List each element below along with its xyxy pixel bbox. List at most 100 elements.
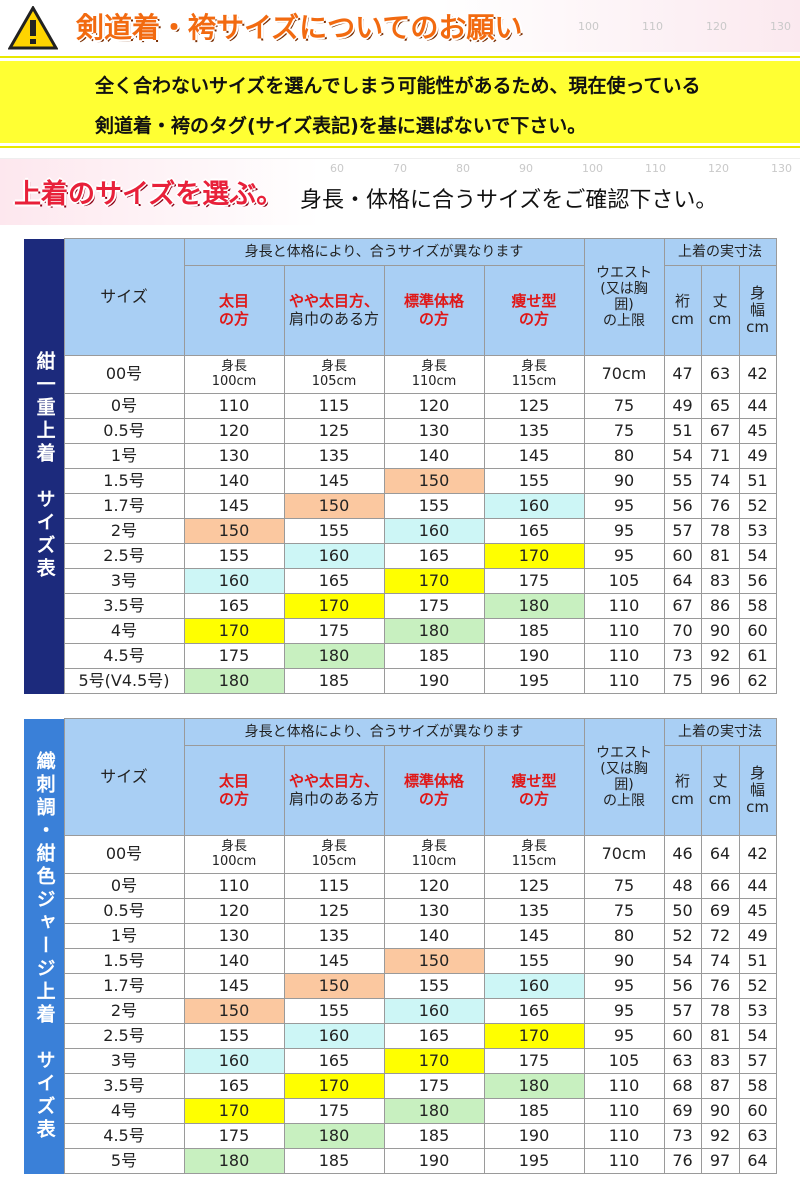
measure-header: 丈 cm — [700, 265, 740, 356]
height-cell: 身長 115cm — [483, 355, 585, 394]
height-cell: 170 — [383, 568, 485, 594]
waist-cell: 95 — [583, 493, 665, 519]
header-line: 丈 — [712, 292, 728, 311]
notice-band — [0, 58, 800, 146]
size-row: 1.7号 145 150 155 160 95 56 76 52 — [24, 493, 777, 519]
measure-cell: 44 — [738, 873, 777, 899]
size-row: 2.5号 155 160 165 170 95 60 81 54 — [24, 1023, 777, 1049]
waist-cell: 75 — [583, 898, 665, 924]
height-cell: 140 — [383, 443, 485, 469]
measure-cell: 75 — [663, 668, 702, 694]
measure-cell: 92 — [700, 1123, 740, 1149]
height-cell: 175 — [483, 1048, 585, 1074]
size-row: 4.5号 175 180 185 190 110 73 92 61 — [24, 643, 777, 669]
height-cell: 155 — [283, 518, 385, 544]
height-cell: 170 — [283, 593, 385, 619]
header-line: cm — [746, 318, 769, 337]
header-line: 裄 — [674, 292, 690, 311]
header-row: 太目 の方 やや太目方、 肩巾のある方 標準体格 の方 痩せ型 の方裄 cm 丈 cm 身幅 cm — [24, 745, 777, 836]
side-label: 紺一重上着 サイズ表 — [33, 351, 56, 581]
size-row: 2号 150 155 160 165 95 57 78 53 — [24, 518, 777, 544]
size-row: 0号 110 115 120 125 75 49 65 44 — [24, 393, 777, 419]
header-line: やや太目方、 — [288, 292, 379, 311]
height-value: 105cm — [311, 373, 357, 389]
height-cell: 155 — [483, 948, 585, 974]
header-line: 身 — [750, 763, 766, 782]
size-cell: 1号 — [63, 443, 185, 469]
notice-line: 全く合わないサイズを選んでしまう可能性があるため、現在使っている — [95, 75, 701, 97]
header-line: の上限 — [603, 313, 645, 330]
notice-line: 剣道着・袴のタグ(サイズ表記)を基に選ばないで下さい。 — [95, 115, 587, 137]
body-type-header: 太目 の方 — [183, 265, 285, 356]
height-cell: 190 — [383, 668, 485, 694]
body-type-header: やや太目方、 肩巾のある方 — [283, 745, 385, 836]
height-cell: 175 — [283, 618, 385, 644]
height-cell: 120 — [383, 873, 485, 899]
header-line: 肩巾のある方 — [288, 789, 379, 808]
measure-cell: 53 — [738, 998, 777, 1024]
height-cell: 170 — [283, 1073, 385, 1099]
size-cell: 0.5号 — [63, 418, 185, 444]
height-cell: 160 — [483, 493, 585, 519]
header-line: 標準体格 — [403, 772, 464, 791]
size-cell: 3.5号 — [63, 593, 185, 619]
measure-cell: 73 — [663, 643, 702, 669]
height-cell: 185 — [383, 643, 485, 669]
height-cell: 身長 105cm — [283, 835, 385, 874]
waist-cell: 110 — [583, 1073, 665, 1099]
size-cell: 0号 — [63, 393, 185, 419]
height-cell: 145 — [183, 973, 285, 999]
measure-cell: 64 — [700, 835, 740, 874]
height-cell: 140 — [183, 468, 285, 494]
height-cell: 145 — [283, 948, 385, 974]
height-cell: 170 — [383, 1048, 485, 1074]
waist-cell: 95 — [583, 518, 665, 544]
height-cell: 160 — [183, 568, 285, 594]
size-row: 4号 170 175 180 185 110 69 90 60 — [24, 1098, 777, 1124]
measure-cell: 56 — [663, 493, 702, 519]
waist-cell: 105 — [583, 568, 665, 594]
measure-cell: 70 — [663, 618, 702, 644]
ruler-number: 110 — [642, 20, 663, 33]
height-cell: 175 — [283, 1098, 385, 1124]
measure-cell: 63 — [738, 1123, 777, 1149]
height-cell: 身長 105cm — [283, 355, 385, 394]
header-line: (又は胸 — [600, 760, 648, 777]
measure-cell: 72 — [700, 923, 740, 949]
height-label: 身長 — [220, 838, 247, 854]
size-cell: 3.5号 — [63, 1073, 185, 1099]
header-row: 太目 の方 やや太目方、 肩巾のある方 標準体格 の方 痩せ型 の方裄 cm 丈 cm 身幅 cm — [24, 265, 777, 356]
height-cell: 180 — [283, 1123, 385, 1149]
height-cell: 身長 115cm — [483, 835, 585, 874]
header-line: 幅 — [750, 780, 766, 799]
measure-cell: 68 — [663, 1073, 702, 1099]
height-cell: 185 — [283, 1148, 385, 1174]
height-label: 身長 — [320, 358, 347, 374]
measure-cell: 76 — [700, 973, 740, 999]
size-row: 4号 170 175 180 185 110 70 90 60 — [24, 618, 777, 644]
height-cell: 115 — [283, 873, 385, 899]
header-line: 幅 — [750, 300, 766, 319]
measure-cell: 47 — [663, 355, 702, 394]
header-line: cm — [671, 789, 694, 808]
measure-cell: 60 — [738, 618, 777, 644]
header-row: 織刺調・紺色ジャージ上着 サイズ表 サイズ 身長と体格により、合うサイズが異なります… — [24, 718, 777, 1174]
height-cell: 155 — [183, 1023, 285, 1049]
height-label: 身長 — [220, 358, 247, 374]
measure-cell: 69 — [700, 898, 740, 924]
height-value: 100cm — [211, 853, 257, 869]
size-row: 3号 160 165 170 175 105 63 83 57 — [24, 1048, 777, 1074]
size-row: 1.5号 140 145 150 155 90 55 74 51 — [24, 468, 777, 494]
waist-cell: 110 — [583, 593, 665, 619]
measure-cell: 54 — [663, 948, 702, 974]
height-value: 110cm — [411, 853, 457, 869]
height-value: 115cm — [511, 853, 557, 869]
measure-cell: 51 — [738, 948, 777, 974]
height-cell: 170 — [183, 618, 285, 644]
measure-cell: 44 — [738, 393, 777, 419]
height-cell: 140 — [383, 923, 485, 949]
size-cell: 0.5号 — [63, 898, 185, 924]
height-cell: 170 — [483, 543, 585, 569]
height-cell: 125 — [483, 873, 585, 899]
height-cell: 身長 100cm — [183, 355, 285, 394]
